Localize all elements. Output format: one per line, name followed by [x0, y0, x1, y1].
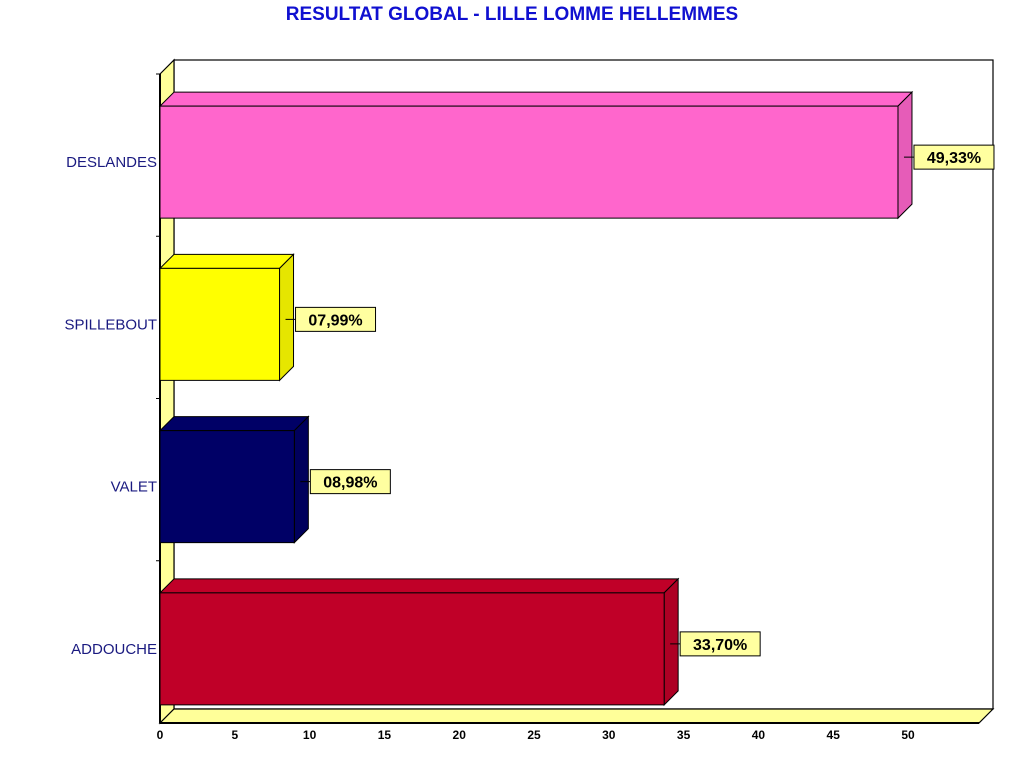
bar-top: [158, 91, 914, 107]
bar-side: [897, 90, 913, 220]
bar-group: [158, 90, 914, 220]
data-label: 07,99%: [308, 312, 362, 329]
x-tick-label: 5: [231, 728, 238, 742]
data-label-box: [309, 469, 391, 495]
data-label: 49,33%: [927, 150, 981, 167]
data-label-box: [913, 144, 995, 170]
category-label: DESLANDES: [66, 154, 157, 171]
floor: [158, 708, 995, 724]
x-tick-label: 50: [901, 728, 915, 742]
bar-side: [279, 253, 295, 382]
x-tick-label: 45: [827, 728, 841, 742]
category-label: SPILLEBOUT: [64, 316, 157, 333]
x-tick-label: 10: [303, 728, 317, 742]
bar-top: [158, 578, 680, 594]
x-tick-label: 0: [157, 728, 164, 742]
data-label: 08,98%: [323, 475, 377, 492]
x-tick-label: 20: [453, 728, 467, 742]
chart-title: RESULTAT GLOBAL - LILLE LOMME HELLEMMES: [285, 4, 739, 25]
bar: [159, 267, 281, 381]
bar-group: [158, 577, 680, 707]
data-label-box: [679, 631, 761, 657]
bar: [159, 430, 295, 544]
bar: [159, 592, 665, 706]
x-tick-label: 40: [752, 728, 766, 742]
bar-group: [158, 415, 310, 544]
x-tick-label: 35: [677, 728, 691, 742]
x-tick-label: 30: [602, 728, 616, 742]
x-tick-label: 15: [378, 728, 392, 742]
bar-side: [663, 577, 679, 707]
data-label: 33,70%: [693, 637, 747, 654]
x-tick-label: 25: [527, 728, 541, 742]
bar-top: [158, 253, 295, 269]
category-label: ADDOUCHE: [71, 641, 157, 658]
bar-top: [158, 416, 310, 432]
category-label: VALET: [111, 479, 157, 496]
bar: [159, 105, 899, 219]
bar-group: [158, 253, 295, 382]
data-label-box: [295, 306, 377, 332]
bar-side: [293, 415, 309, 544]
